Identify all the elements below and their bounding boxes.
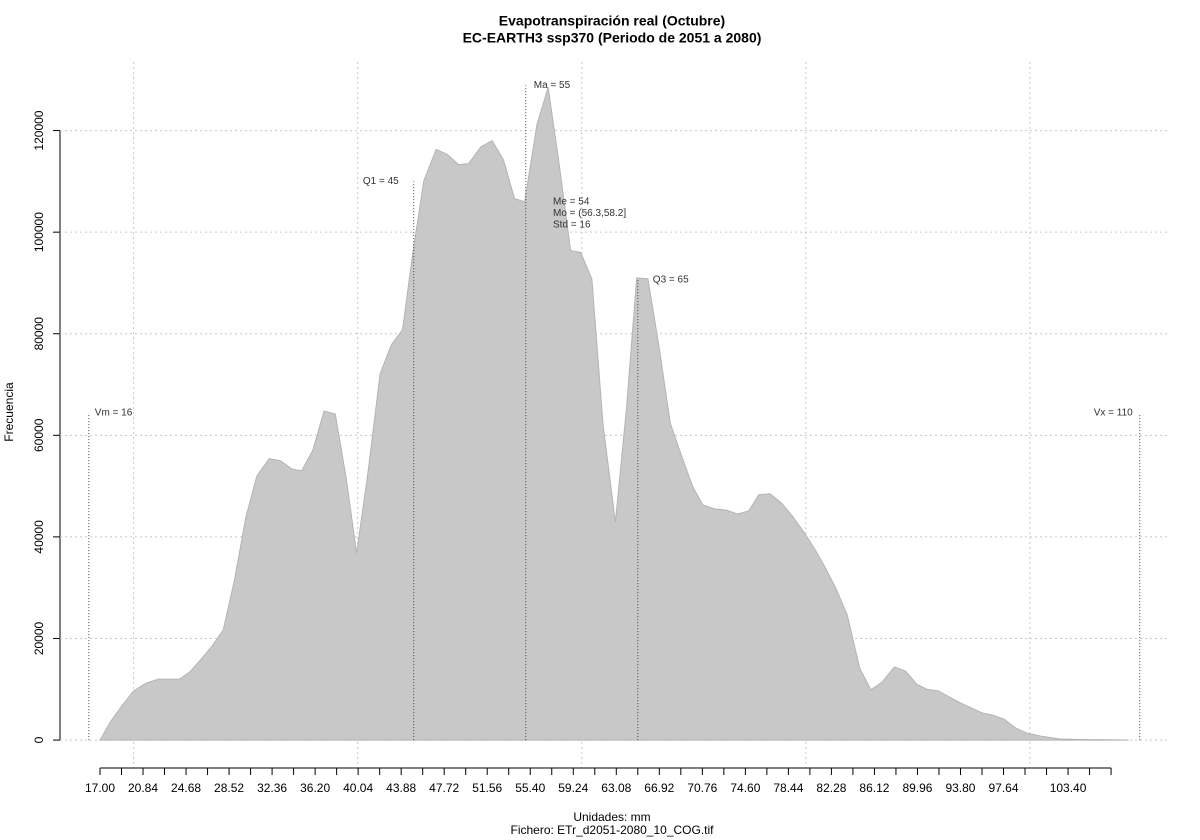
- y-tick-label: 100000: [32, 212, 46, 252]
- x-tick-label: 63.08: [601, 781, 631, 795]
- y-tick-label: 80000: [32, 317, 46, 351]
- x-tick-label: 32.36: [257, 781, 287, 795]
- y-axis-label: Frecuencia: [2, 382, 16, 442]
- x-tick-label: 93.80: [945, 781, 975, 795]
- annotation-label: Q1 = 45: [363, 176, 399, 187]
- x-tick-label: 40.04: [343, 781, 373, 795]
- x-tick-label: 59.24: [558, 781, 588, 795]
- footer: Fichero: ETr_d2051-2080_10_COG.tif: [511, 823, 715, 837]
- x-tick-label: 51.56: [472, 781, 502, 795]
- y-tick-label: 0: [32, 736, 46, 743]
- x-tick-label: 36.20: [300, 781, 330, 795]
- x-tick-label: 24.68: [171, 781, 201, 795]
- x-tick-label: 28.52: [214, 781, 244, 795]
- y-tick-label: 20000: [32, 621, 46, 655]
- y-tick-label: 120000: [32, 110, 46, 150]
- y-tick-label: 40000: [32, 520, 46, 554]
- chart-title: Evapotranspiración real (Octubre): [499, 13, 725, 29]
- annotation-label: Q3 = 65: [653, 275, 689, 286]
- x-tick-label: 47.72: [429, 781, 459, 795]
- x-tick-label: 97.64: [988, 781, 1018, 795]
- x-tick-label: 74.60: [730, 781, 760, 795]
- x-axis-label: Unidades: mm: [573, 810, 650, 824]
- area: [99, 87, 1129, 741]
- x-tick-label: 20.84: [128, 781, 158, 795]
- x-tick-label: 82.28: [816, 781, 846, 795]
- x-tick-label: 86.12: [859, 781, 889, 795]
- x-tick-label: 103.40: [1050, 781, 1087, 795]
- x-tick-label: 43.88: [386, 781, 416, 795]
- annotation-label: Vm = 16: [95, 408, 133, 419]
- annotation-label: Ma = 55: [534, 80, 571, 91]
- chart-subtitle: EC-EARTH3 ssp370 (Periodo de 2051 a 2080…: [463, 30, 762, 46]
- x-tick-label: 70.76: [687, 781, 717, 795]
- annotation-label: Vx = 110: [1094, 408, 1133, 419]
- x-tick-label: 89.96: [902, 781, 932, 795]
- x-tick-label: 66.92: [644, 781, 674, 795]
- x-tick-label: 55.40: [515, 781, 545, 795]
- stats-label: Std = 16: [553, 220, 591, 231]
- y-tick-label: 60000: [32, 418, 46, 452]
- x-tick-label: 78.44: [773, 781, 803, 795]
- stats-label: Me = 54: [553, 197, 590, 208]
- x-tick-label: 17.00: [85, 781, 115, 795]
- stats-label: Mo = (56.3,58.2]: [553, 208, 626, 219]
